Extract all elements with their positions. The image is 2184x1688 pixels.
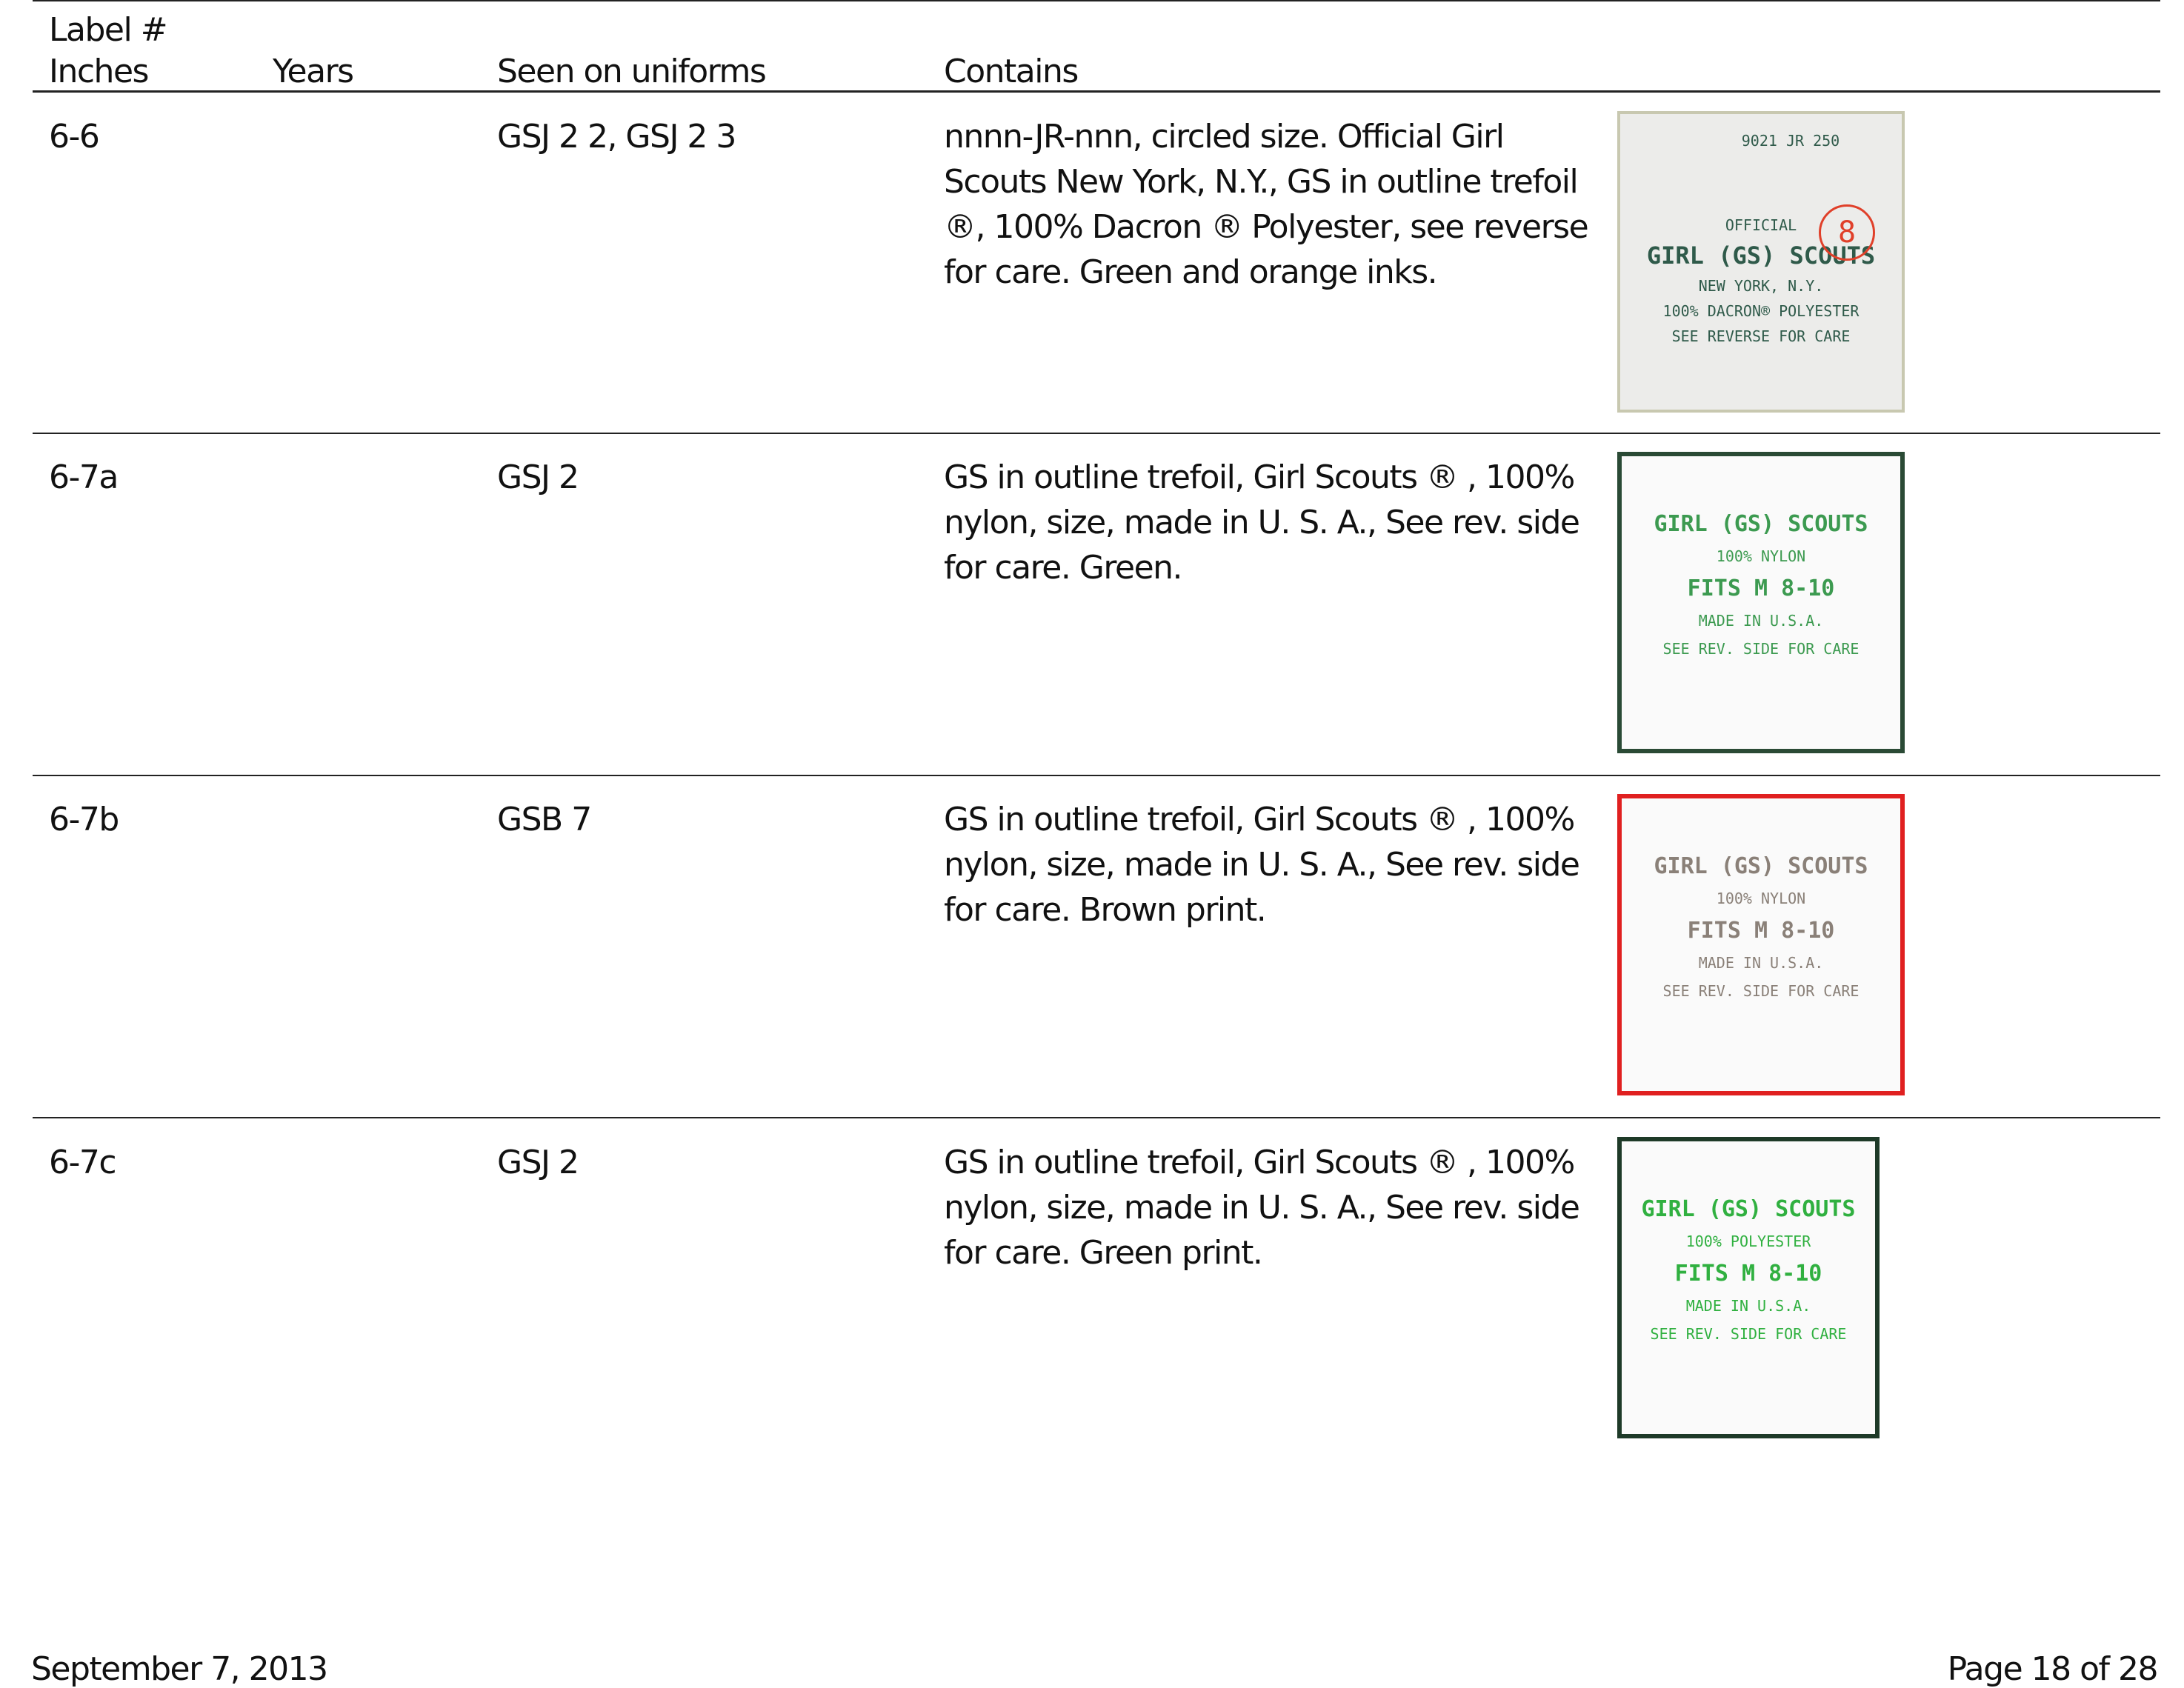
label-image-text: 9021 JR 250	[1741, 132, 1840, 150]
label-image-text: MADE IN U.S.A.	[1698, 612, 1824, 630]
label-image-text: OFFICIAL	[1725, 216, 1797, 234]
row-divider	[33, 775, 2160, 776]
row-label-number: 6-7c	[49, 1144, 117, 1181]
row-label-number: 6-7b	[49, 801, 119, 838]
label-image-text: GIRL (GS) SCOUTS	[1654, 853, 1868, 879]
row-contains: GS in outline trefoil, Girl Scouts ® , 1…	[944, 458, 1580, 587]
label-image: GIRL (GS) SCOUTS 100% NYLON FITS M 8-10 MAD…	[1617, 452, 1905, 753]
header-seen-on-uniforms: Seen on uniforms	[497, 53, 767, 90]
label-image-text: GIRL (GS) SCOUTS	[1641, 1196, 1856, 1222]
row-uniforms: GSJ 2 2, GSJ 2 3	[497, 118, 736, 156]
row-uniforms: GSJ 2	[497, 458, 579, 496]
label-image-text: 100% POLYESTER	[1685, 1232, 1811, 1250]
row-label-number: 6-7a	[49, 458, 119, 496]
label-image-text: 100% NYLON	[1716, 547, 1806, 565]
label-image-text: FITS M 8-10	[1674, 1261, 1822, 1287]
label-image-text: SEE REV. SIDE FOR CARE	[1650, 1325, 1847, 1343]
row-divider	[33, 1117, 2160, 1118]
row-contains: nnnn-JR-nnn, circled size. Official Girl…	[944, 118, 1589, 291]
row-label-number: 6-6	[49, 118, 100, 156]
label-image-text: 100% NYLON	[1716, 890, 1806, 907]
label-image-text: SEE REV. SIDE FOR CARE	[1662, 640, 1860, 658]
header-contains: Contains	[944, 53, 1079, 90]
label-image: 9021 JR 250 OFFICIAL GIRL (GS) SCOUTS NEW Y…	[1617, 111, 1905, 413]
row-contains: GS in outline trefoil, Girl Scouts ® , 1…	[944, 801, 1580, 929]
label-image-text: MADE IN U.S.A.	[1698, 954, 1824, 972]
header-label-number: Label #	[49, 11, 168, 49]
row-divider	[33, 433, 2160, 434]
footer-date: September 7, 2013	[31, 1650, 328, 1688]
label-image-text: MADE IN U.S.A.	[1685, 1297, 1811, 1315]
label-image-text: SEE REVERSE FOR CARE	[1671, 327, 1851, 345]
label-image: GIRL (GS) SCOUTS 100% POLYESTER FITS M 8-1…	[1617, 1137, 1880, 1438]
header-years: Years	[273, 53, 354, 90]
row-uniforms: GSB 7	[497, 801, 592, 838]
circled-size: 8	[1819, 204, 1875, 261]
label-image-text: NEW YORK, N.Y.	[1698, 277, 1824, 295]
header-divider	[33, 90, 2160, 93]
footer-page-number: Page 18 of 28	[1947, 1650, 2159, 1688]
label-image-text: SEE REV. SIDE FOR CARE	[1662, 982, 1860, 1000]
header-inches: Inches	[49, 53, 149, 90]
label-image: GIRL (GS) SCOUTS 100% NYLON FITS M 8-10 MAD…	[1617, 794, 1905, 1095]
label-image-text: FITS M 8-10	[1687, 918, 1835, 944]
row-divider	[33, 0, 2160, 1]
row-contains: GS in outline trefoil, Girl Scouts ® , 1…	[944, 1144, 1580, 1272]
label-image-text: 100% DACRON® POLYESTER	[1662, 302, 1860, 320]
row-uniforms: GSJ 2	[497, 1144, 579, 1181]
label-image-text: GIRL (GS) SCOUTS	[1654, 511, 1868, 537]
label-image-text: FITS M 8-10	[1687, 576, 1835, 601]
